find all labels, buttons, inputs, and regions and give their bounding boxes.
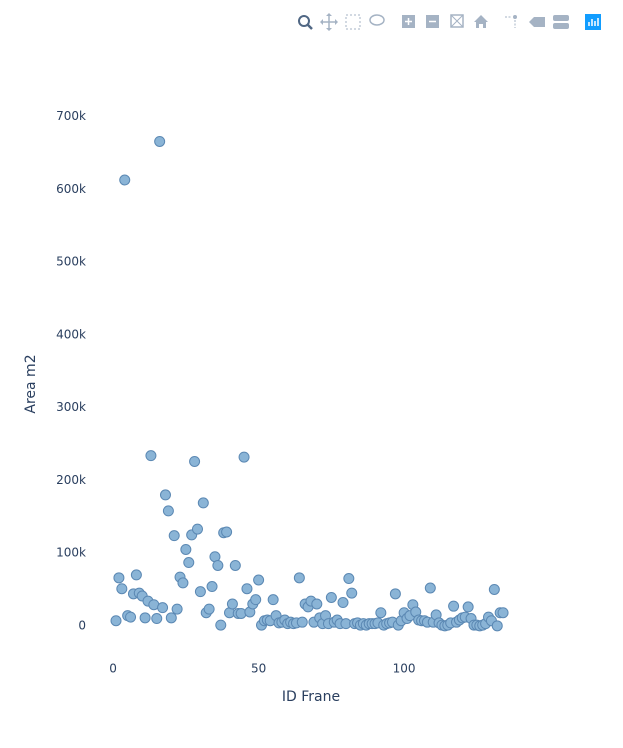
autoscale-button[interactable] bbox=[450, 14, 464, 28]
y-tick-label: 200k bbox=[56, 473, 86, 487]
hover-closest-button[interactable] bbox=[529, 17, 545, 27]
scatter-point bbox=[180, 543, 192, 555]
scatter-point bbox=[462, 601, 474, 613]
scatter-point bbox=[229, 559, 241, 571]
plotly-logo[interactable] bbox=[585, 14, 601, 30]
scatter-point bbox=[119, 174, 131, 186]
x-axis-title: ID Frane bbox=[282, 689, 340, 705]
scatter-point bbox=[296, 616, 308, 628]
scatter-point bbox=[157, 602, 169, 614]
reset-button[interactable] bbox=[474, 15, 488, 28]
scatter-point bbox=[116, 583, 128, 595]
y-tick-label: 500k bbox=[56, 255, 86, 269]
scatter-point bbox=[130, 569, 142, 581]
scatter-point bbox=[497, 607, 509, 619]
scatter-point bbox=[165, 612, 177, 624]
scatter-point bbox=[189, 455, 201, 467]
scatter-point bbox=[293, 572, 305, 584]
scatter-point bbox=[110, 615, 122, 627]
x-tick-label: 50 bbox=[251, 662, 266, 676]
scatter-point bbox=[389, 588, 401, 600]
scatter-point bbox=[424, 582, 436, 594]
x-tick-label: 100 bbox=[393, 662, 416, 676]
hover-compare-button[interactable] bbox=[553, 15, 569, 29]
scatter-point bbox=[325, 591, 337, 603]
scatter-point bbox=[267, 594, 279, 606]
scatter-point bbox=[171, 603, 183, 615]
zoom-button[interactable] bbox=[298, 15, 313, 30]
scatter-point bbox=[221, 526, 233, 538]
y-axis-title: Area m2 bbox=[23, 354, 39, 413]
y-tick-label: 600k bbox=[56, 182, 86, 196]
scatter-point bbox=[253, 574, 265, 586]
zoom-in-button[interactable] bbox=[402, 15, 415, 28]
scatter-point bbox=[226, 598, 238, 610]
scatter-point bbox=[194, 586, 206, 598]
modebar bbox=[298, 13, 601, 31]
scatter-point bbox=[113, 572, 125, 584]
y-tick-label: 0 bbox=[78, 618, 86, 632]
scatter-point bbox=[154, 135, 166, 147]
y-tick-label: 300k bbox=[56, 400, 86, 414]
scatter-point bbox=[241, 583, 253, 595]
scatter-point bbox=[203, 603, 215, 615]
x-tick-label: 0 bbox=[109, 662, 117, 676]
scatter-point bbox=[250, 594, 262, 606]
scatter-point bbox=[311, 598, 323, 610]
pan-button[interactable] bbox=[320, 13, 338, 31]
scatter-point bbox=[162, 505, 174, 517]
scatter-point bbox=[145, 450, 157, 462]
scatter-point bbox=[125, 611, 137, 623]
y-tick-label: 100k bbox=[56, 546, 86, 560]
scatter-point bbox=[197, 497, 209, 509]
scatter-point bbox=[212, 559, 224, 571]
scatter-point bbox=[448, 600, 460, 612]
scatter-point bbox=[159, 489, 171, 501]
scatter-point bbox=[346, 587, 358, 599]
box-select-button[interactable] bbox=[345, 14, 361, 30]
y-tick-label: 700k bbox=[56, 109, 86, 123]
scatter-point bbox=[215, 619, 227, 631]
spike-button[interactable] bbox=[505, 15, 517, 28]
scatter-point bbox=[168, 530, 180, 542]
scatter-point bbox=[191, 523, 203, 535]
scatter-point bbox=[151, 613, 163, 625]
scatter-point bbox=[337, 597, 349, 609]
scatter-point bbox=[139, 612, 151, 624]
scatter-point bbox=[206, 581, 218, 593]
scatter-point bbox=[375, 607, 387, 619]
scatter-point bbox=[488, 583, 500, 595]
zoom-out-button[interactable] bbox=[426, 15, 439, 28]
scatter-point bbox=[238, 451, 250, 463]
y-tick-label: 400k bbox=[56, 327, 86, 341]
scatter-point bbox=[491, 620, 503, 632]
scatter-point bbox=[183, 557, 195, 569]
scatter-point bbox=[343, 573, 355, 585]
scatter-point bbox=[177, 577, 189, 589]
lasso-button[interactable] bbox=[369, 14, 385, 26]
